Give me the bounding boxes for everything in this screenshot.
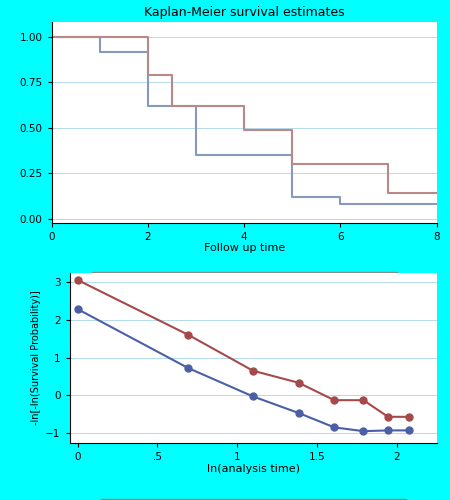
Y-axis label: -ln[-ln(Survival Probability)]: -ln[-ln(Survival Probability)] bbox=[31, 290, 41, 425]
Legend: Major Bleeding = Yes, Major Bleeding = No: Major Bleeding = Yes, Major Bleeding = N… bbox=[90, 272, 398, 292]
X-axis label: ln(analysis time): ln(analysis time) bbox=[207, 464, 300, 474]
X-axis label: Follow up time: Follow up time bbox=[203, 243, 285, 253]
Legend: Major Bleeding = Yes, Major Bleeding = No: Major Bleeding = Yes, Major Bleeding = N… bbox=[99, 498, 407, 500]
Title: Kaplan-Meier survival estimates: Kaplan-Meier survival estimates bbox=[144, 6, 344, 18]
